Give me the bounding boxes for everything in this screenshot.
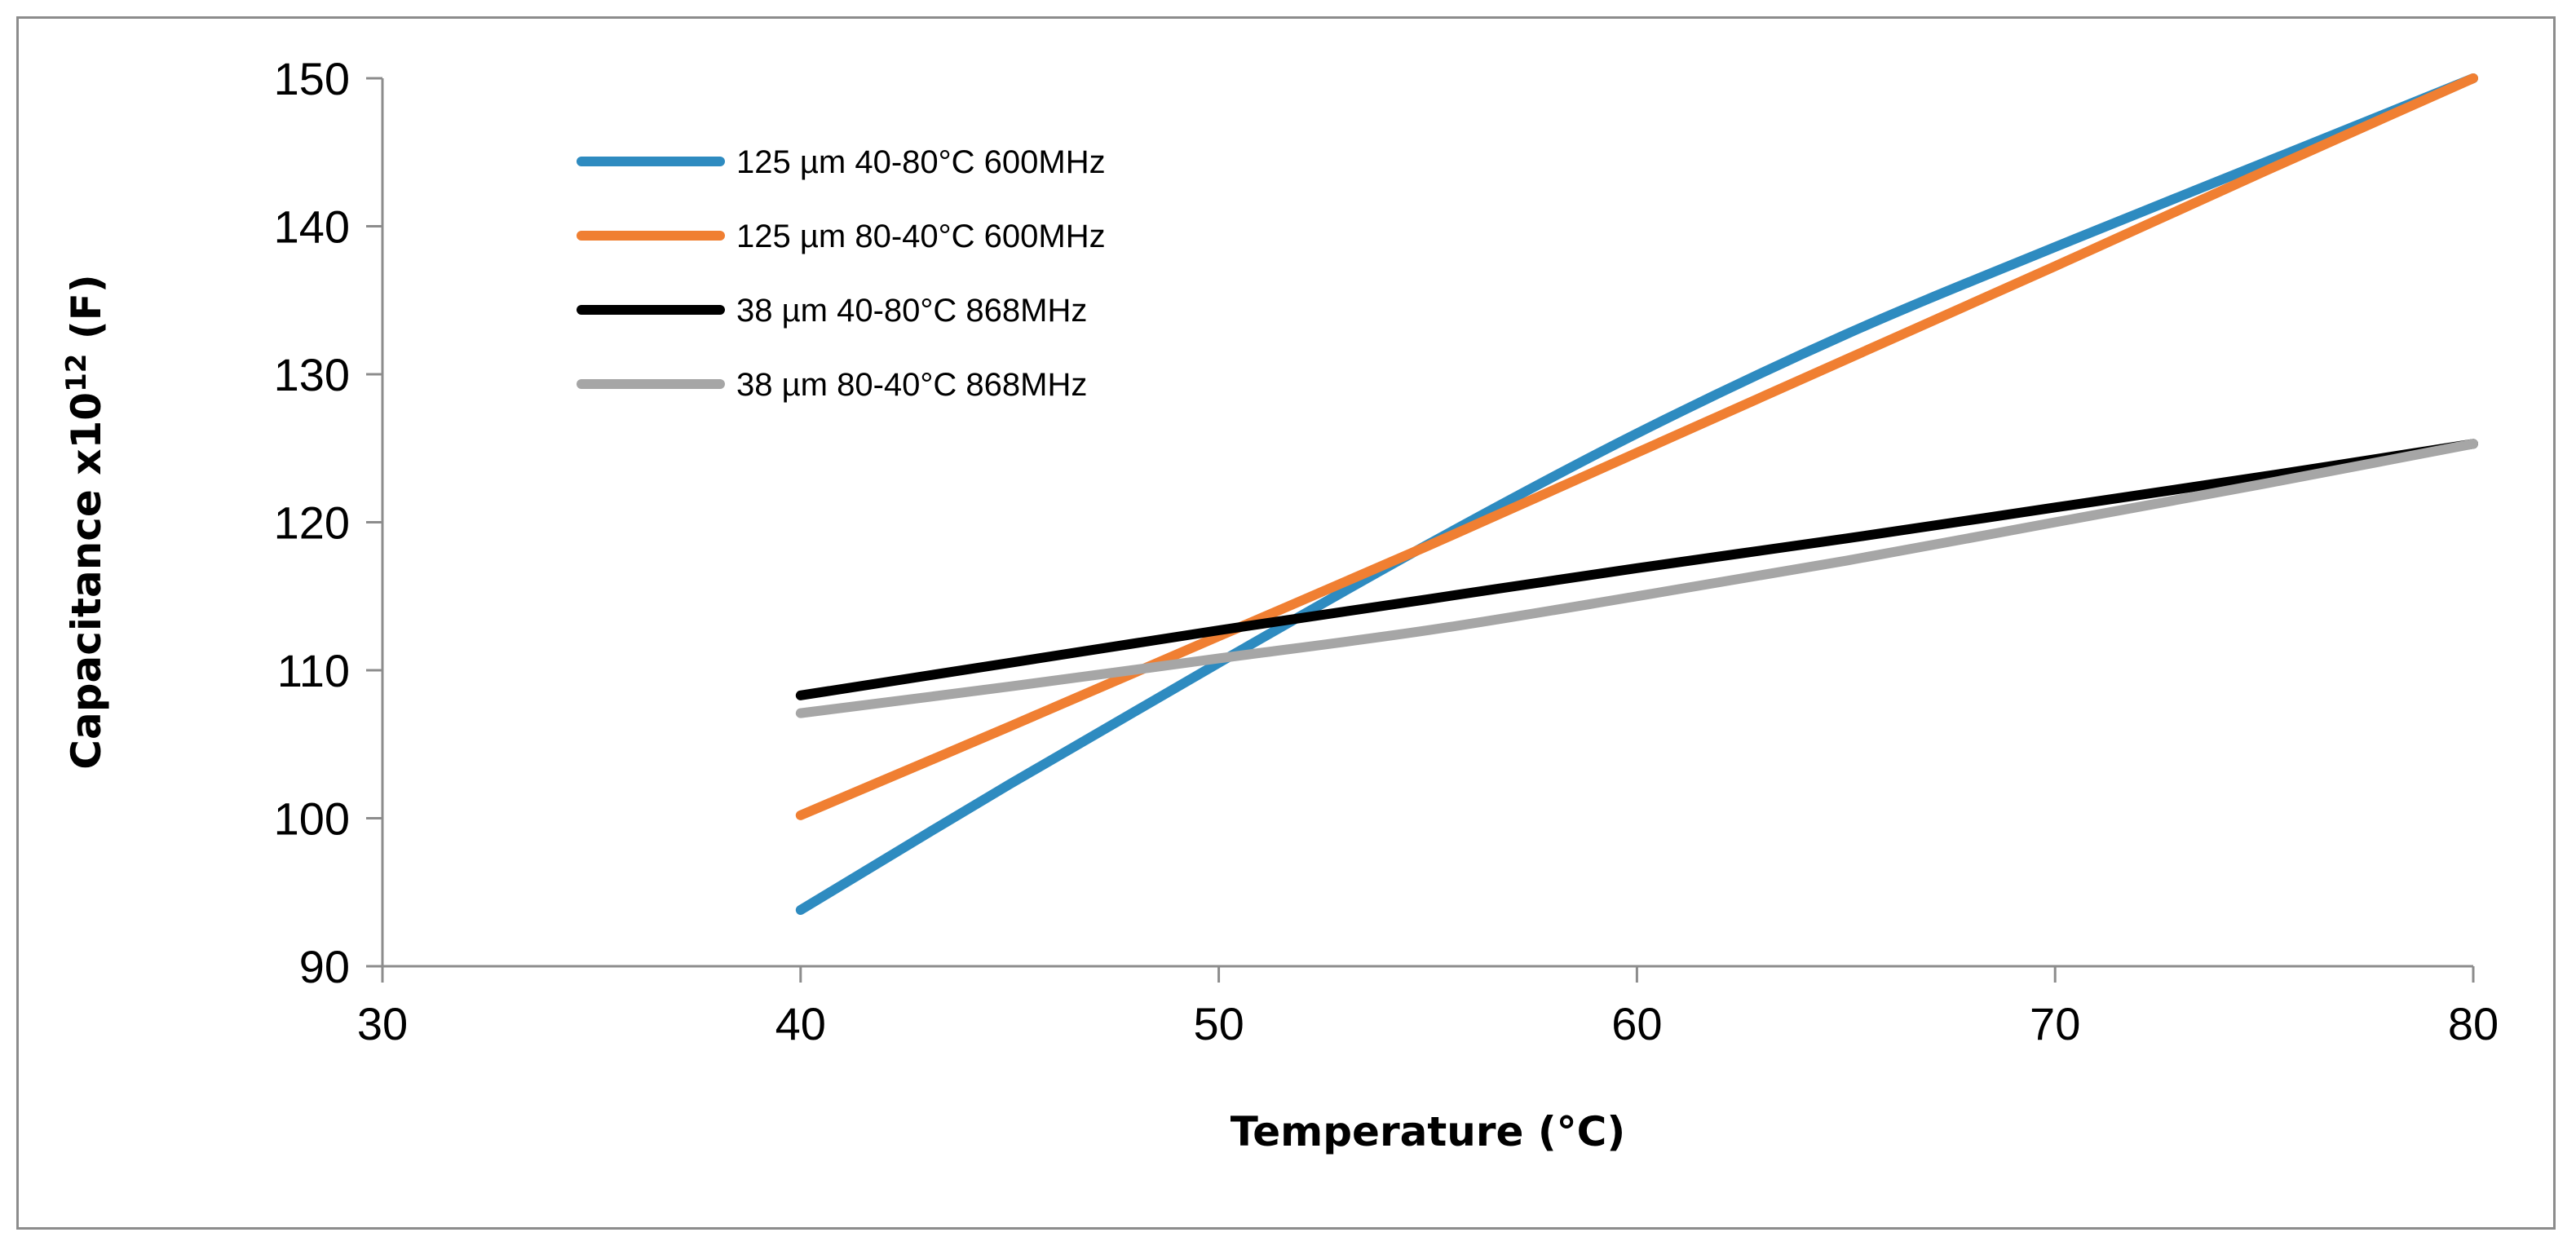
y-tick-label: 110 [277,645,350,696]
y-axis-title-superscript: 12 [60,354,93,392]
y-axis-title-tail: (F) [63,274,110,353]
legend: 125 µm 40-80°C 600MHz 125 µm 80-40°C 600M… [577,144,1106,403]
series-line-4 [795,439,2478,718]
x-tick-label: 30 [357,998,408,1049]
y-tick-label: 120 [274,497,350,549]
y-axis-title: Capacitance x1012 (F) [60,274,110,769]
y-tick-label: 150 [274,53,350,104]
ticks: 90 100 110 120 130 140 150 30 40 50 60 70 80 [274,53,2499,1049]
capacitance-chart: 90 100 110 120 130 140 150 30 40 50 60 70 80 125 µm … [60,53,2499,1155]
y-tick-label: 130 [274,349,350,400]
x-tick-label: 80 [2448,998,2499,1049]
series-line-3 [795,439,2478,700]
series-line-1 [795,73,2478,916]
x-tick-label: 70 [2030,998,2080,1049]
x-tick-label: 50 [1193,998,1244,1049]
y-tick-label: 90 [299,941,350,992]
chart-frame: 90 100 110 120 130 140 150 30 40 50 60 70 80 125 µm … [16,16,2556,1230]
series-line-2 [795,73,2478,820]
legend-label-3: 38 µm 40-80°C 868MHz [736,293,1087,329]
axes [381,78,2473,968]
legend-label-1: 125 µm 40-80°C 600MHz [736,144,1106,180]
series-lines [795,73,2478,916]
x-tick-label: 40 [775,998,826,1049]
x-tick-label: 60 [1611,998,1662,1049]
legend-label-4: 38 µm 80-40°C 868MHz [736,367,1087,403]
y-tick-label: 100 [274,793,350,845]
legend-label-2: 125 µm 80-40°C 600MHz [736,219,1106,254]
y-axis-title-main: Capacitance x10 [63,392,110,770]
x-axis-title: Temperature (°C) [1231,1108,1625,1155]
y-tick-label: 140 [274,201,350,253]
